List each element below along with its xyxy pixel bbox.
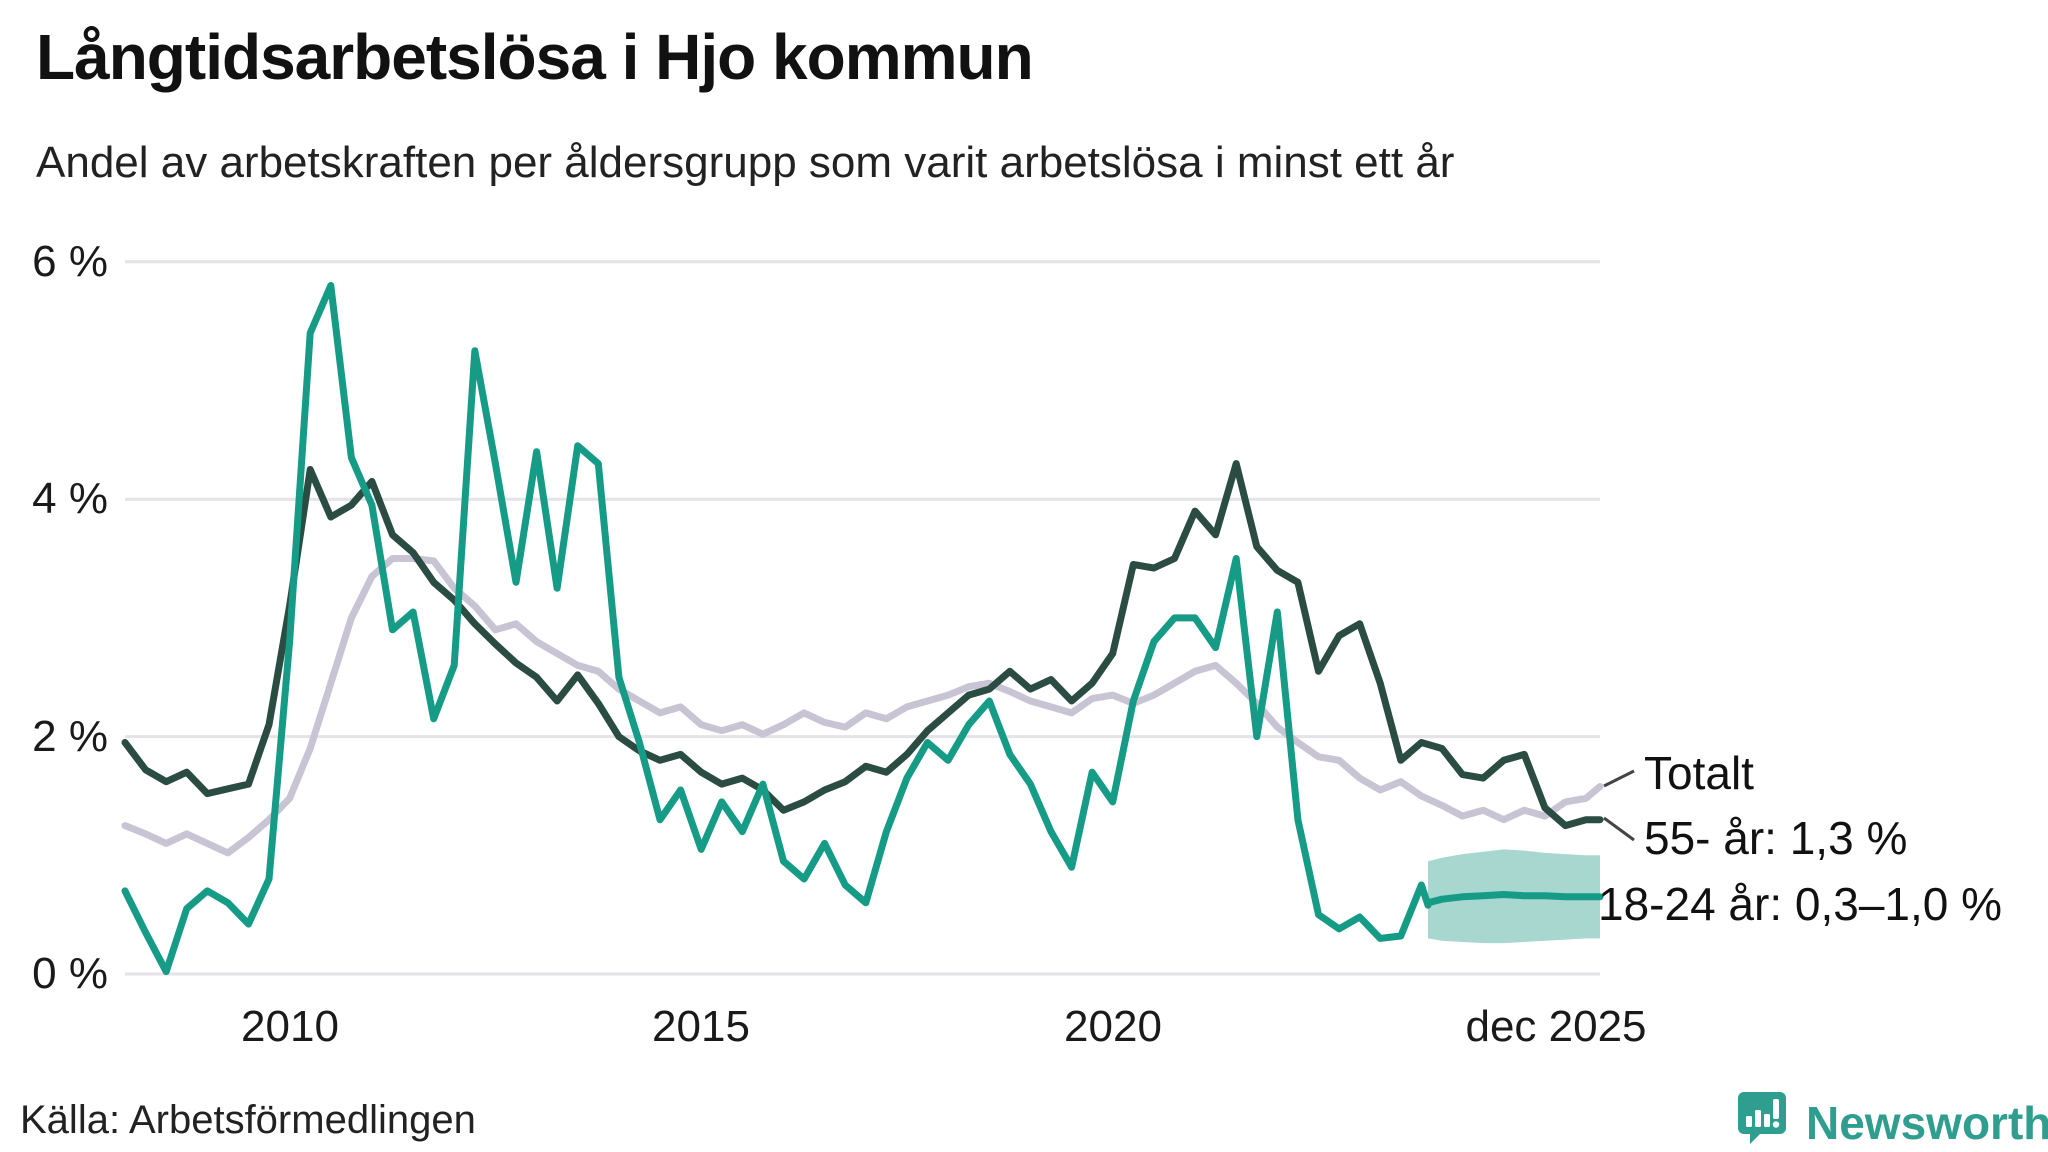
- gridlines: [125, 260, 1600, 976]
- x-axis-tick-dec-2025: dec 2025: [1465, 1002, 1647, 1051]
- x-axis-tick-2015: 2015: [652, 1002, 750, 1051]
- newsworthy-logo-icon: [1738, 1092, 1786, 1144]
- x-axis-tick-2010: 2010: [241, 1002, 339, 1051]
- page-title: Långtidsarbetslösa i Hjo kommun: [36, 21, 1034, 93]
- y-axis-tick-2: 2 %: [32, 712, 108, 761]
- source-note: Källa: Arbetsförmedlingen: [20, 1098, 476, 1142]
- series-label-55-ar: 55- år: 1,3 %: [1644, 812, 1908, 864]
- series-line-18-24-ar: [121, 282, 1432, 976]
- x-axis-tick-2020: 2020: [1064, 1002, 1162, 1051]
- y-axis-tick-6: 6 %: [32, 237, 108, 286]
- series-label-18-24-ar: 18-24 år: 0,3–1,0 %: [1598, 878, 2003, 930]
- series-label-totalt: Totalt: [1644, 747, 1754, 799]
- newsworthy-wordmark: Newsworthy: [1806, 1097, 2048, 1149]
- y-axis-tick-4: 4 %: [32, 474, 108, 523]
- y-axis-tick-0: 0 %: [32, 949, 108, 998]
- label-connector-55-ar: [1603, 816, 1635, 842]
- label-connector-totalt: [1603, 769, 1635, 788]
- series-line-18-24-ar-forecast-median: [1424, 891, 1604, 907]
- series-line-55-ar: [121, 460, 1604, 830]
- series-line-totalt: [121, 555, 1604, 857]
- page-subtitle: Andel av arbetskraften per åldersgrupp s…: [36, 138, 1455, 187]
